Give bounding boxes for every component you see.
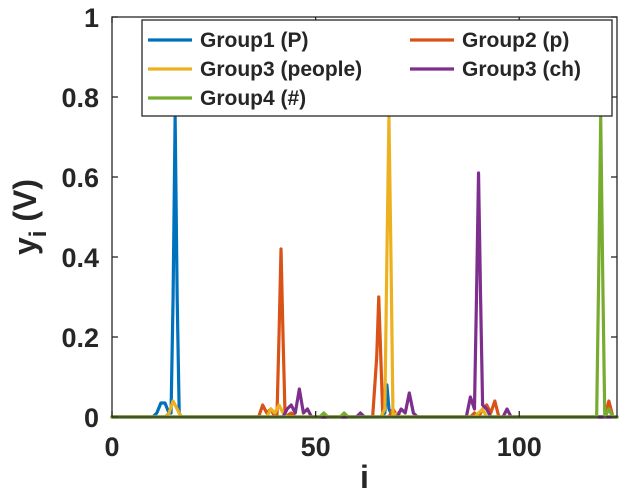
y-axis: 0 0.2 0.4 0.6 0.8 1 (61, 3, 617, 433)
series-line-4 (110, 171, 619, 419)
x-axis: 0 50 100 (104, 17, 542, 462)
y-tick-label: 0 (84, 403, 99, 433)
series-line-3 (110, 115, 619, 419)
y-axis-label-main: y (7, 237, 43, 255)
legend-box (141, 19, 613, 117)
y-axis-label: yi (V) (7, 179, 52, 255)
series-line-5 (110, 115, 619, 419)
legend-label-5: Group4 (#) (200, 87, 306, 110)
series-lines (110, 115, 619, 419)
legend-label-1: Group1 (P) (200, 29, 309, 52)
legend: Group1 (P) Group2 (p) Group3 (people) Group… (141, 19, 613, 117)
y-tick-label: 1 (84, 3, 99, 33)
x-tick-label: 100 (497, 432, 542, 462)
x-tick-label: 50 (301, 432, 331, 462)
x-tick-label: 0 (104, 432, 119, 462)
y-tick-label: 0.6 (61, 163, 99, 193)
x-axis-label: i (360, 459, 369, 495)
legend-label-4: Group3 (ch) (462, 58, 581, 81)
y-tick-label: 0.4 (61, 243, 99, 273)
y-axis-label-subscript: i (25, 231, 52, 238)
y-tick-label: 0.8 (61, 83, 99, 113)
axes-box (111, 16, 618, 418)
y-axis-label-unit: (V) (7, 179, 43, 231)
series-line-1 (110, 115, 619, 419)
legend-label-3: Group3 (people) (200, 58, 362, 81)
y-tick-label: 0.2 (61, 323, 99, 353)
legend-label-2: Group2 (p) (462, 29, 569, 52)
series-line-2 (110, 247, 619, 419)
